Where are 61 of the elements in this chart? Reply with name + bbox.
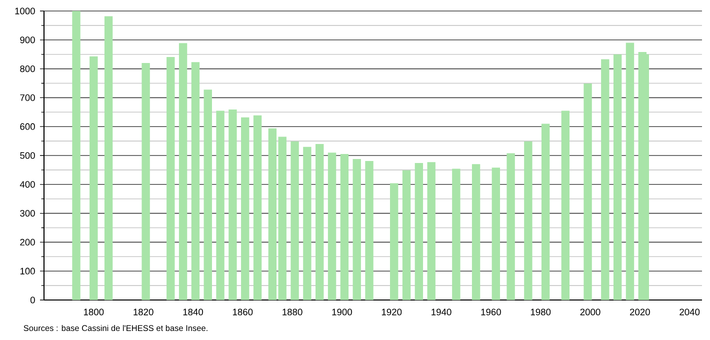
bar <box>278 136 286 300</box>
bar <box>584 84 592 300</box>
bar <box>253 115 262 300</box>
bar <box>452 168 460 300</box>
y-tick-label: 200 <box>20 238 35 246</box>
x-tick-label: 1900 <box>332 308 352 316</box>
y-tick-label: 600 <box>20 123 35 130</box>
y-tick-label: 100 <box>20 268 35 274</box>
bar <box>204 90 212 300</box>
x-tick-label: 1940 <box>432 308 452 316</box>
bar <box>601 59 610 300</box>
y-tick-label: 300 <box>20 210 35 217</box>
bar <box>561 110 570 300</box>
bar <box>402 170 411 300</box>
bar <box>427 162 436 300</box>
source-note: Sources : base Cassini de l'EHESS et base Insee. <box>24 324 208 332</box>
bar <box>90 56 98 300</box>
y-tick-label: 800 <box>20 66 35 72</box>
bar <box>352 158 361 300</box>
x-tick-label: 1920 <box>382 308 402 316</box>
bar <box>365 160 374 300</box>
y-tick-label: 700 <box>20 94 35 101</box>
bar <box>268 128 277 300</box>
y-tick-label: 500 <box>20 152 35 159</box>
bar <box>316 144 324 300</box>
bar <box>216 110 224 300</box>
x-tick-label: 1960 <box>481 308 501 316</box>
bar <box>390 183 398 300</box>
bar <box>241 117 250 300</box>
y-tick-label: 900 <box>20 36 35 44</box>
bar <box>613 54 622 300</box>
x-tick-label: 1980 <box>530 308 551 316</box>
bar <box>104 16 113 300</box>
x-tick-label: 2020 <box>630 308 650 316</box>
bar <box>328 152 336 300</box>
bar <box>303 146 312 300</box>
bar <box>72 11 80 300</box>
y-tick-label: 1000 <box>15 8 35 14</box>
bar <box>228 110 237 300</box>
x-tick-label: 2040 <box>680 308 700 316</box>
bar <box>626 42 634 300</box>
bar <box>191 62 200 300</box>
x-tick-label: 1860 <box>232 308 253 316</box>
x-tick-label: 1840 <box>183 308 203 316</box>
bar <box>472 164 480 300</box>
x-tick-label: 1820 <box>134 308 154 316</box>
bar <box>506 153 515 300</box>
y-tick-label: 400 <box>20 181 35 188</box>
x-tick-label: 1880 <box>282 308 302 316</box>
bar <box>340 154 349 300</box>
x-tick-label: 2000 <box>580 308 600 316</box>
bar <box>541 124 550 300</box>
bar <box>178 43 188 300</box>
y-tick-label: 0 <box>30 296 35 304</box>
bar <box>492 168 500 300</box>
bar <box>524 141 532 300</box>
bar <box>414 163 424 300</box>
x-tick-label: 1800 <box>84 308 104 316</box>
bar <box>142 63 150 300</box>
bar <box>166 56 175 300</box>
bar <box>290 141 299 300</box>
